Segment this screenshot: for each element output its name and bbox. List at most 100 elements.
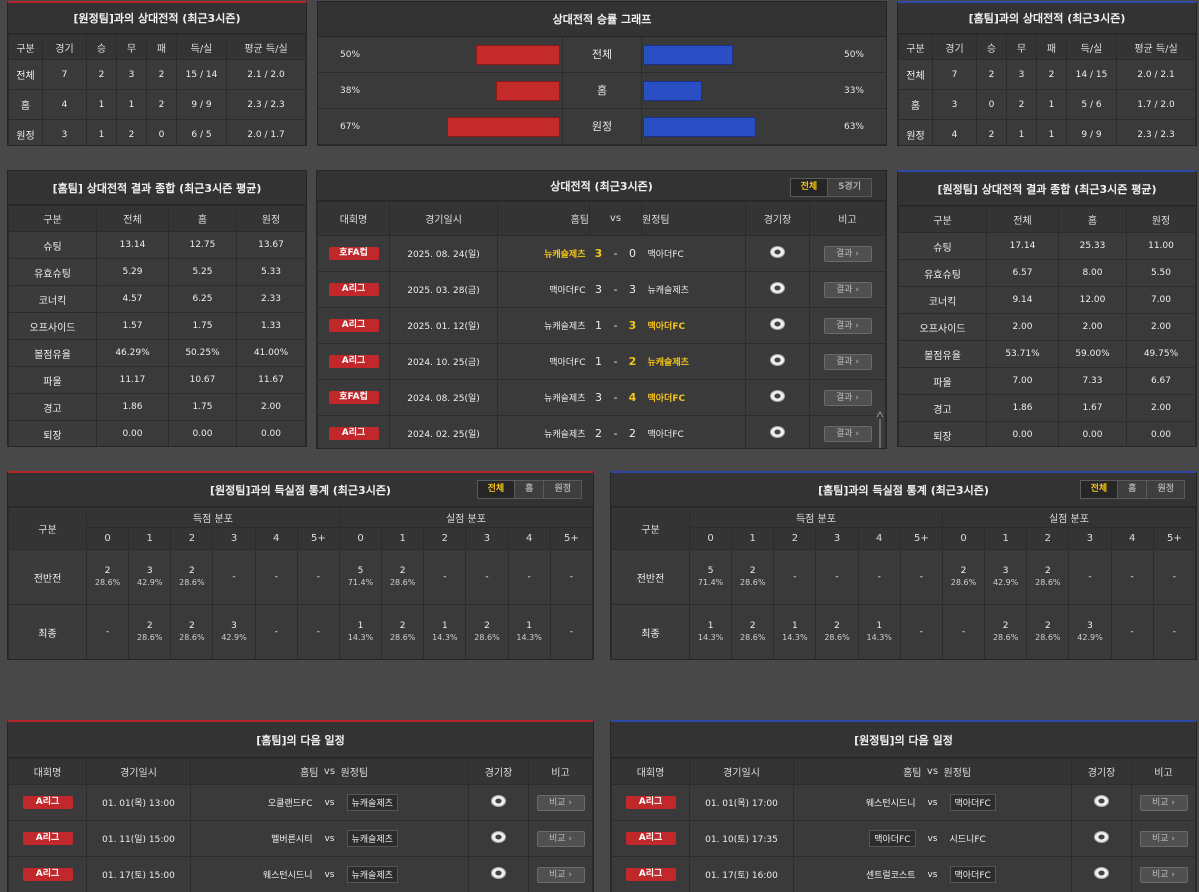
stat-value: 5.29 [96, 258, 169, 286]
stadium-icon[interactable] [1094, 867, 1109, 879]
winrate-graph: 50% 전체 50% 38% 홈 33% 67% 원정 63% [318, 37, 886, 145]
count-value: 1 [707, 621, 714, 631]
stat-value: 2.3 / 2.3 [226, 89, 306, 120]
league-badge[interactable]: A리그 [328, 319, 379, 332]
tab-home[interactable]: 홈 [514, 481, 543, 498]
league-badge[interactable]: A리그 [22, 868, 73, 881]
row-label: 볼점유율 [8, 339, 97, 367]
tab-away[interactable]: 원정 [543, 481, 581, 498]
home-team-name: 뉴캐슬제츠 [497, 235, 590, 272]
row-label: 전반전 [611, 549, 690, 605]
distribution-cell: - [254, 604, 298, 659]
column-header: 승 [86, 34, 117, 60]
league-badge[interactable]: A리그 [625, 832, 676, 845]
stadium-icon[interactable] [491, 831, 506, 843]
compare-button[interactable]: 비교 › [1139, 830, 1188, 847]
stadium-icon[interactable] [770, 390, 785, 402]
away-team-name: 뉴캐슬제츠 [641, 271, 746, 308]
count-value: - [569, 626, 573, 637]
distribution-cell: 3 42.9% [212, 604, 256, 659]
league-badge[interactable]: A리그 [22, 796, 73, 809]
league-badge[interactable]: 호FA컵 [328, 391, 379, 404]
chevron-right-icon: › [565, 869, 573, 880]
column-header: 구분 [8, 507, 87, 550]
away-team-name: 맥아더FC [641, 415, 746, 448]
stat-value: 7 [42, 59, 87, 90]
compare-button[interactable]: 비교 › [536, 866, 585, 883]
column-header: 대회명 [611, 758, 690, 785]
table-row: 경고 1.86 1.75 2.00 [8, 393, 306, 421]
league-badge[interactable]: A리그 [22, 832, 73, 845]
tab-all[interactable]: 전체 [477, 481, 515, 498]
away-team-name: 뉴캐슬제츠 [346, 866, 398, 883]
league-badge[interactable]: A리그 [328, 283, 379, 296]
column-header: 평균 득/실 [226, 34, 306, 60]
stadium-icon[interactable] [1094, 831, 1109, 843]
percent-value: 28.6% [389, 578, 416, 587]
column-header: 원정팀 [641, 201, 746, 236]
stadium-icon[interactable] [491, 867, 506, 879]
compare-button[interactable]: 비교 › [536, 830, 585, 847]
stat-value: 12.75 [168, 231, 237, 259]
stat-value: 2.33 [236, 285, 306, 313]
stadium-icon[interactable] [770, 282, 785, 294]
count-value: - [274, 571, 278, 582]
goal-count-header: 5+ [899, 527, 943, 550]
tab-away[interactable]: 원정 [1146, 481, 1184, 498]
percent-value: 28.6% [740, 633, 766, 642]
home-score: 2 [589, 415, 608, 448]
home-score: 3 [589, 271, 608, 308]
matches-scrollbar[interactable] [876, 409, 884, 449]
stat-value: 0.00 [1126, 421, 1196, 446]
league-badge[interactable]: A리그 [625, 868, 676, 881]
compare-button[interactable]: 비교 › [536, 794, 585, 811]
stat-value: 4.57 [96, 285, 169, 313]
stat-value: 9 / 9 [176, 89, 227, 120]
stadium-icon[interactable] [770, 246, 785, 258]
league-badge[interactable]: 호FA컵 [328, 247, 379, 260]
result-button[interactable]: 결과 › [823, 425, 872, 442]
row-label: 원정 [898, 119, 933, 145]
stadium-icon[interactable] [491, 795, 506, 807]
stat-value: 0.00 [168, 420, 237, 446]
tab-home[interactable]: 홈 [1117, 481, 1146, 498]
compare-button[interactable]: 비교 › [1139, 794, 1188, 811]
stat-value: 13.14 [96, 231, 169, 259]
league-badge[interactable]: A리그 [625, 796, 676, 809]
column-header: 홈 [168, 205, 237, 232]
tab-all[interactable]: 전체 [1080, 481, 1118, 498]
count-value: 2 [146, 621, 153, 631]
home-goals-tabs: 전체 홈 원정 [1079, 480, 1185, 499]
away-team-name: 뉴캐슬제츠 [641, 343, 746, 380]
stadium-icon[interactable] [770, 426, 785, 438]
percent-value: 28.6% [992, 633, 1019, 642]
distribution-cell: 2 28.6% [128, 604, 172, 659]
table-row: 볼점유율 46.29% 50.25% 41.00% [8, 339, 306, 367]
distribution-cell: 2 28.6% [984, 604, 1028, 659]
chevron-right-icon: › [852, 356, 860, 367]
column-header: 구분 [8, 34, 43, 60]
result-button[interactable]: 결과 › [823, 353, 872, 370]
result-button[interactable]: 결과 › [823, 245, 872, 262]
league-badge[interactable]: A리그 [328, 427, 379, 440]
header-row: 대회명 경기일시 홈팀 vs 원정팀 경기장 비고 [611, 758, 1196, 785]
result-button[interactable]: 결과 › [823, 389, 872, 406]
home-next-table: 대회명 경기일시 홈팀 vs 원정팀 경기장 비고 A리그 01. 01(목) 13:00 오클랜… [8, 758, 593, 892]
home-score: 3 [589, 235, 608, 272]
stat-value: 1.75 [168, 393, 237, 421]
count-value: - [569, 571, 573, 582]
stat-value: 5.25 [168, 258, 237, 286]
percent-value: 14.3% [782, 633, 808, 642]
league-badge[interactable]: A리그 [328, 355, 379, 368]
tab-all[interactable]: 전체 [790, 179, 828, 196]
compare-button[interactable]: 비교 › [1139, 866, 1188, 883]
chevron-right-icon: › [852, 284, 860, 295]
stadium-icon[interactable] [770, 318, 785, 330]
stadium-icon[interactable] [770, 354, 785, 366]
stat-value: 41.00% [236, 339, 306, 367]
stadium-icon[interactable] [1094, 795, 1109, 807]
tab-5-games[interactable]: 5경기 [827, 179, 871, 196]
result-button[interactable]: 결과 › [823, 317, 872, 334]
row-label: 유효슈팅 [898, 259, 987, 287]
result-button[interactable]: 결과 › [823, 281, 872, 298]
